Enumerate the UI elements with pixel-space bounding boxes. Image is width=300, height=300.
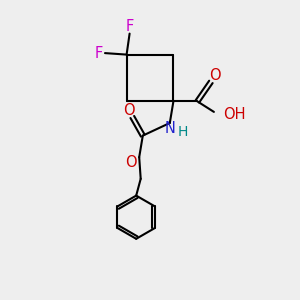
Text: N: N <box>164 121 175 136</box>
Text: H: H <box>177 125 188 139</box>
Text: F: F <box>94 46 103 61</box>
Text: O: O <box>209 68 220 83</box>
Text: O: O <box>125 155 136 170</box>
Text: O: O <box>124 103 135 118</box>
Text: OH: OH <box>224 107 246 122</box>
Text: F: F <box>125 19 134 34</box>
